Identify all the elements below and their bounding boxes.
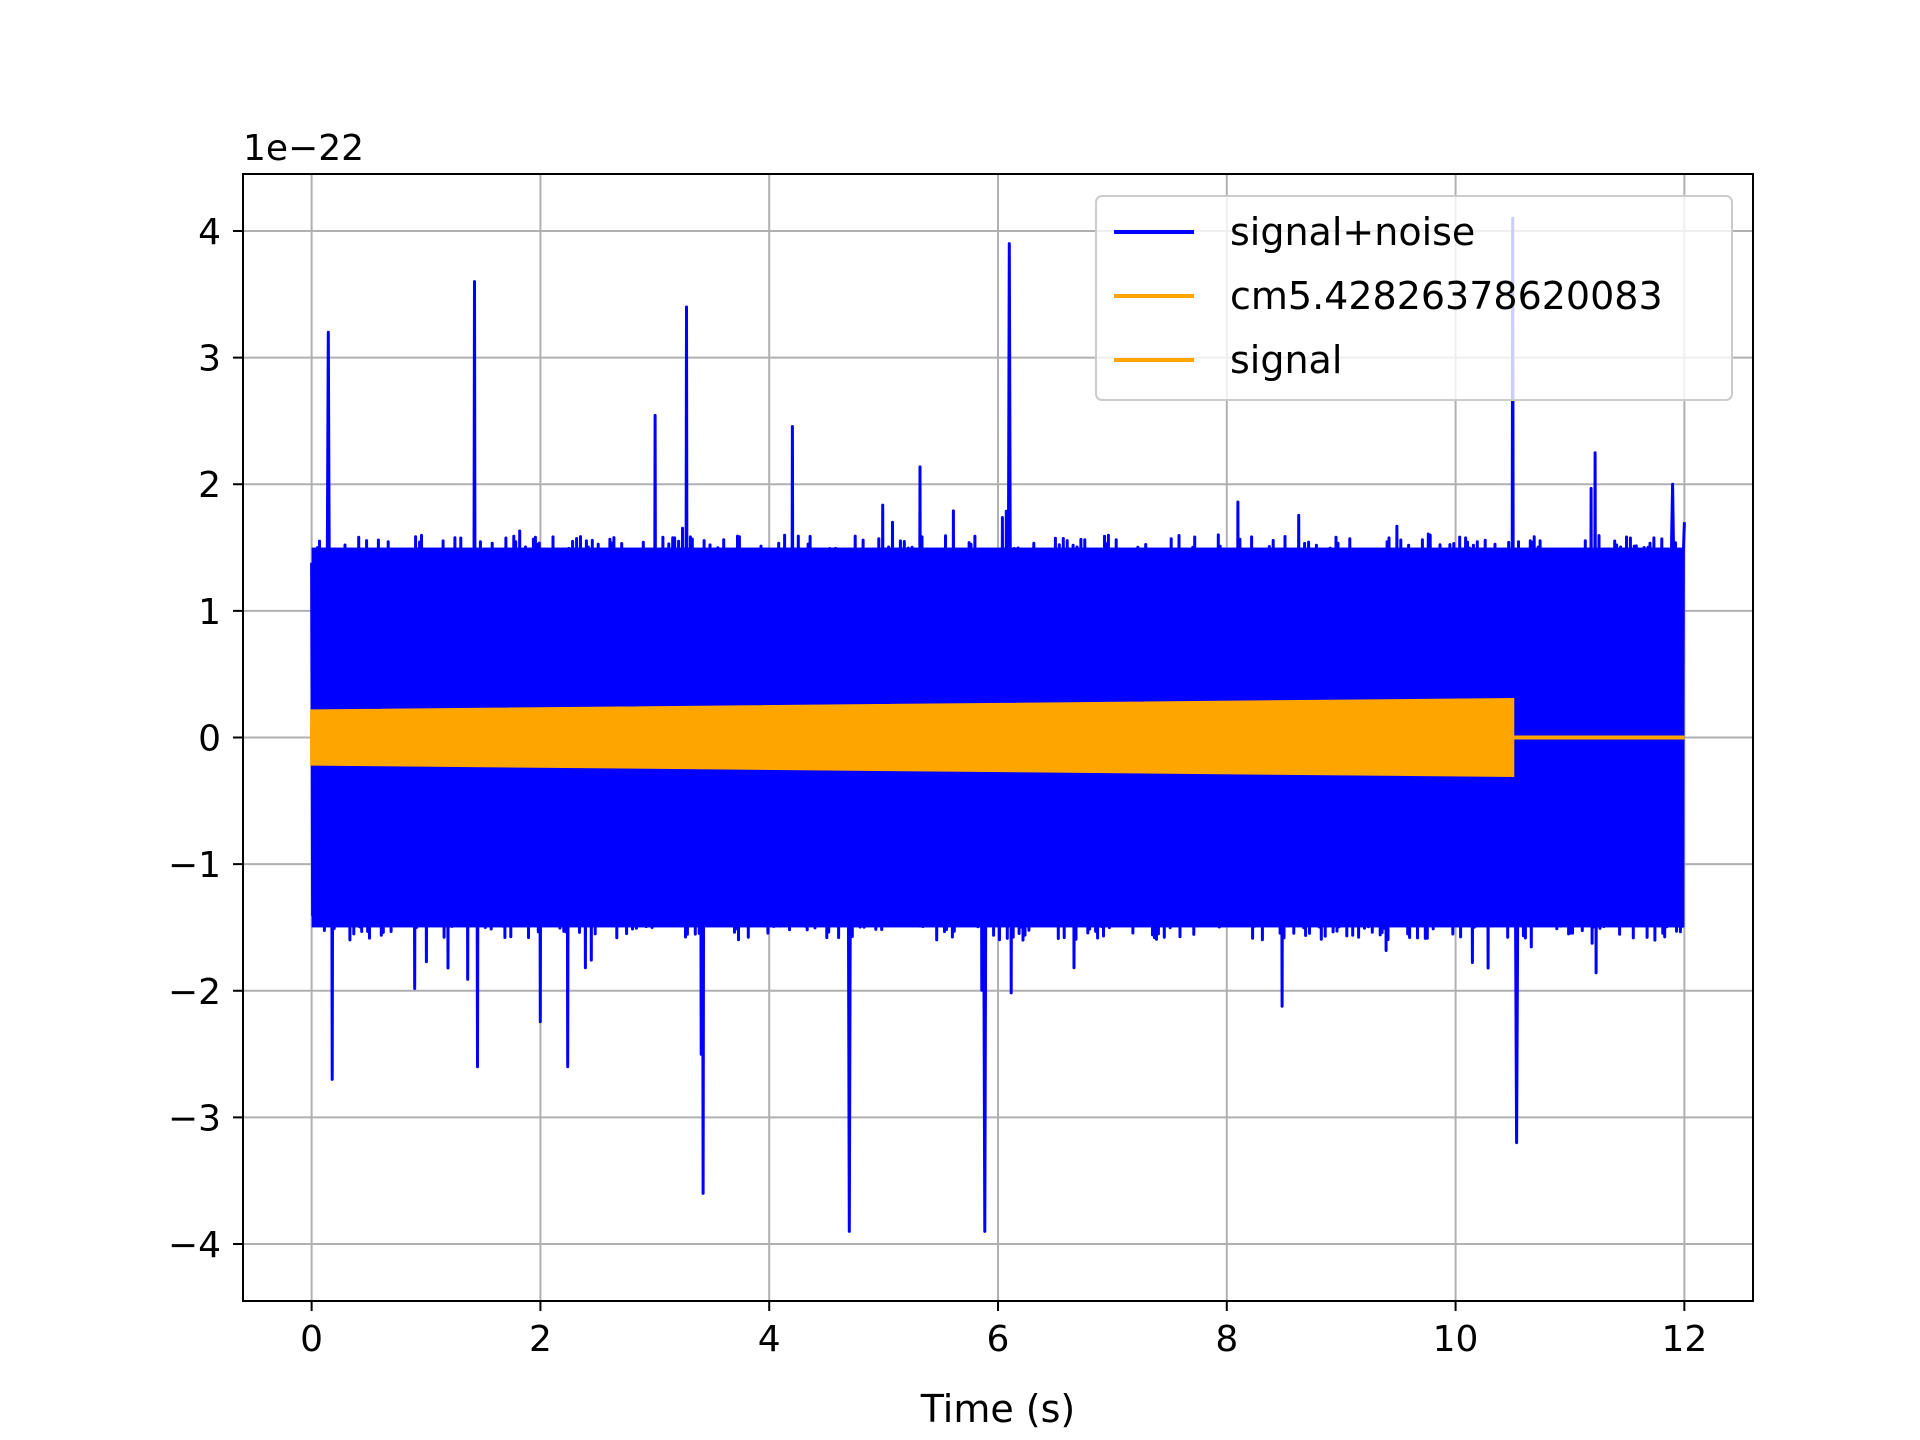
x-tick-label: 8 [1215,1319,1238,1360]
y-tick-label: 2 [198,465,221,506]
x-tick-label: 4 [758,1319,781,1360]
legend-label: cm5.42826378620083 [1230,274,1663,318]
y-tick-label: 4 [198,212,221,253]
y-offset-label: 1e−22 [243,128,364,169]
series-band-cm [310,697,1515,778]
y-tick-label: 0 [198,719,221,760]
legend-label: signal [1230,338,1342,382]
legend: signal+noise cm5.42826378620083 signal [1095,195,1733,401]
x-tick-label: 10 [1433,1319,1479,1360]
legend-label: signal+noise [1230,210,1475,254]
y-tick-label: 1 [198,592,221,633]
x-tick-label: 2 [529,1319,552,1360]
y-tick-label: −4 [168,1225,221,1266]
y-tick-label: −1 [168,845,221,886]
y-tick-label: −3 [168,1098,221,1139]
x-tick-label: 6 [987,1319,1010,1360]
y-tick-label: 3 [198,339,221,380]
y-tick-label: −2 [168,972,221,1013]
x-axis-label: Time (s) [920,1387,1076,1431]
x-tick-label: 0 [300,1319,323,1360]
plot-data [310,216,1686,1233]
legend-box [1095,195,1733,401]
x-tick-label: 12 [1661,1319,1707,1360]
